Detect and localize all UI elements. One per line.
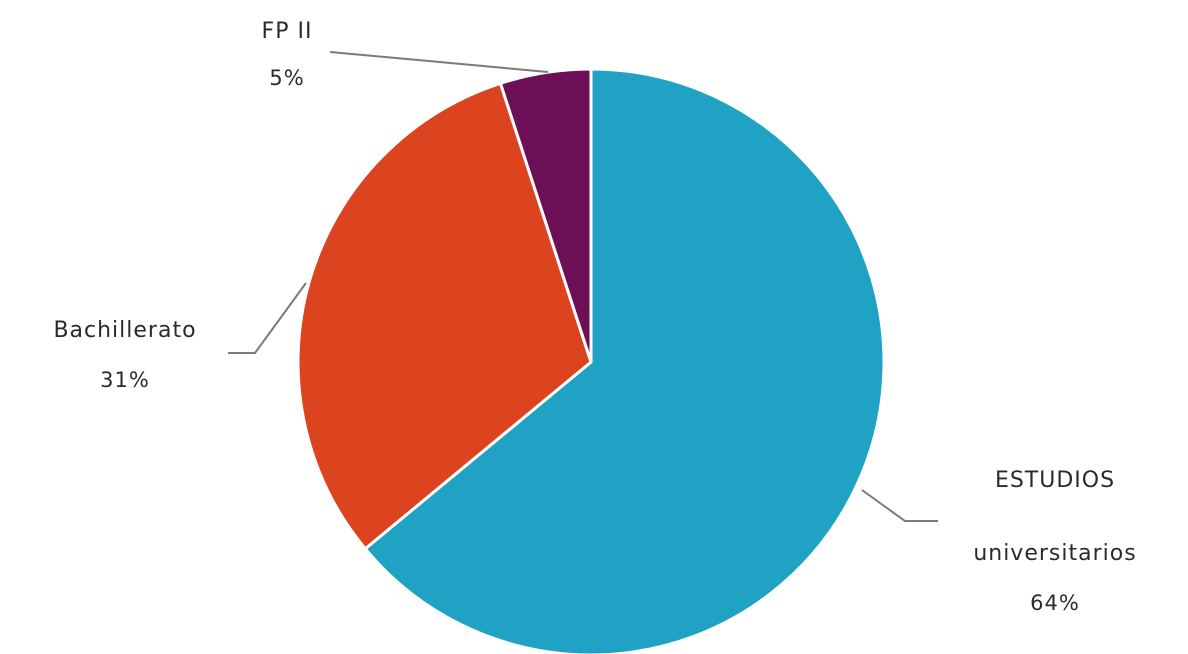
slice-percent-estudios-universitarios: 64% [1030, 591, 1080, 615]
slice-label-estudios-universitarios-line2: universitarios [973, 541, 1136, 566]
leader-line-fp-ii [329, 51, 549, 73]
slice-percent-bachillerato: 31% [100, 368, 150, 392]
slice-percent-fp-ii: 5% [269, 66, 304, 90]
slice-label-fp-ii: FP II [262, 19, 313, 44]
leader-line-bachillerato [228, 282, 307, 354]
pie-slice-bachillerato [296, 81, 593, 551]
leader-lines [228, 51, 938, 522]
slice-label-bachillerato: Bachillerato [53, 318, 196, 343]
pie-slice-estudios-universitarios [363, 67, 886, 654]
leader-line-estudios-universitarios [861, 489, 938, 522]
slice-label-estudios-universitarios: ESTUDIOS [995, 468, 1115, 493]
pie-slices [296, 67, 886, 654]
